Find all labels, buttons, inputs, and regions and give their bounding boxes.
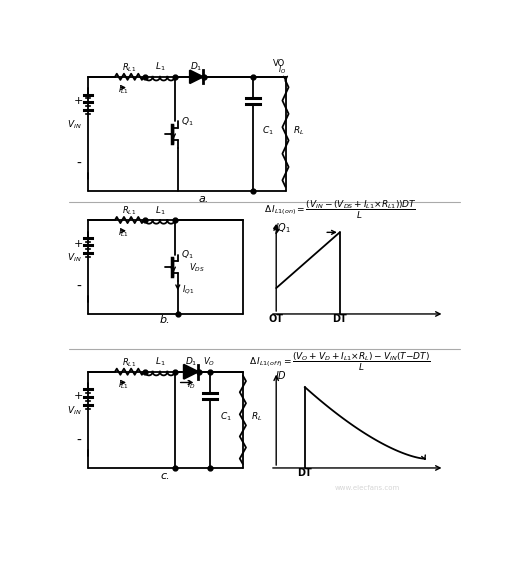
Text: DT: DT (332, 314, 347, 324)
Text: a.: a. (199, 194, 209, 204)
Text: $L_1$: $L_1$ (155, 356, 165, 368)
Text: OT: OT (269, 314, 284, 324)
Text: c.: c. (161, 471, 170, 481)
Text: $L_1$: $L_1$ (155, 61, 165, 73)
Text: $R_L$: $R_L$ (251, 411, 262, 423)
Text: $V_{IN}$: $V_{IN}$ (67, 252, 81, 265)
Text: $V_{DS}$: $V_{DS}$ (189, 262, 204, 274)
Text: DT: DT (297, 468, 312, 477)
Text: www.elecfans.com: www.elecfans.com (334, 485, 400, 490)
Text: $I_{L1}$: $I_{L1}$ (118, 83, 129, 96)
Text: +: + (74, 239, 83, 249)
Text: $I_D$: $I_D$ (187, 379, 195, 391)
Text: $Q_1$: $Q_1$ (181, 249, 193, 261)
Text: $R_{L1}$: $R_{L1}$ (122, 205, 136, 217)
Text: $C_1$: $C_1$ (220, 411, 232, 423)
Text: $\Delta\,I_{L1(on)}=\dfrac{(V_{IN}-(V_{DS}+I_{L1}{\times}R_{L1}))DT}{L}$: $\Delta\,I_{L1(on)}=\dfrac{(V_{IN}-(V_{D… (264, 199, 416, 221)
Polygon shape (184, 364, 198, 379)
Text: $D_1$: $D_1$ (190, 61, 203, 73)
Text: $\Delta\,I_{L1(of\,f)}=\dfrac{(V_O+V_D+I_{L1}{\times}R_L)-V_{IN}(T{-}DT)}{L}$: $\Delta\,I_{L1(of\,f)}=\dfrac{(V_O+V_D+I… (249, 351, 431, 373)
Text: -: - (76, 157, 81, 171)
Text: $IQ_1$: $IQ_1$ (275, 221, 291, 235)
Text: $D_1$: $D_1$ (185, 356, 197, 368)
Text: b.: b. (160, 315, 171, 325)
Text: $ID$: $ID$ (275, 369, 286, 381)
Text: -: - (76, 434, 81, 448)
Polygon shape (190, 70, 203, 83)
Text: $L_1$: $L_1$ (155, 204, 165, 217)
Text: $Q_1$: $Q_1$ (181, 115, 193, 128)
Text: $R_{L1}$: $R_{L1}$ (122, 61, 136, 74)
Text: $V_O$: $V_O$ (203, 356, 216, 368)
Text: VO: VO (273, 59, 285, 68)
Text: $R_L$: $R_L$ (293, 125, 305, 137)
Text: +: + (74, 96, 83, 106)
Text: $V_{IN}$: $V_{IN}$ (67, 405, 81, 417)
Text: $V_{IN}$: $V_{IN}$ (67, 119, 81, 131)
Text: -: - (76, 280, 81, 294)
Text: +: + (74, 391, 83, 401)
Text: $I_{Q1}$: $I_{Q1}$ (181, 283, 194, 296)
Text: $I_{L1}$: $I_{L1}$ (118, 378, 129, 391)
Text: $R_{L1}$: $R_{L1}$ (122, 356, 136, 369)
Text: $I_O$: $I_O$ (278, 63, 286, 75)
Text: $C_1$: $C_1$ (262, 125, 274, 137)
Text: $I_{L1}$: $I_{L1}$ (118, 226, 129, 239)
